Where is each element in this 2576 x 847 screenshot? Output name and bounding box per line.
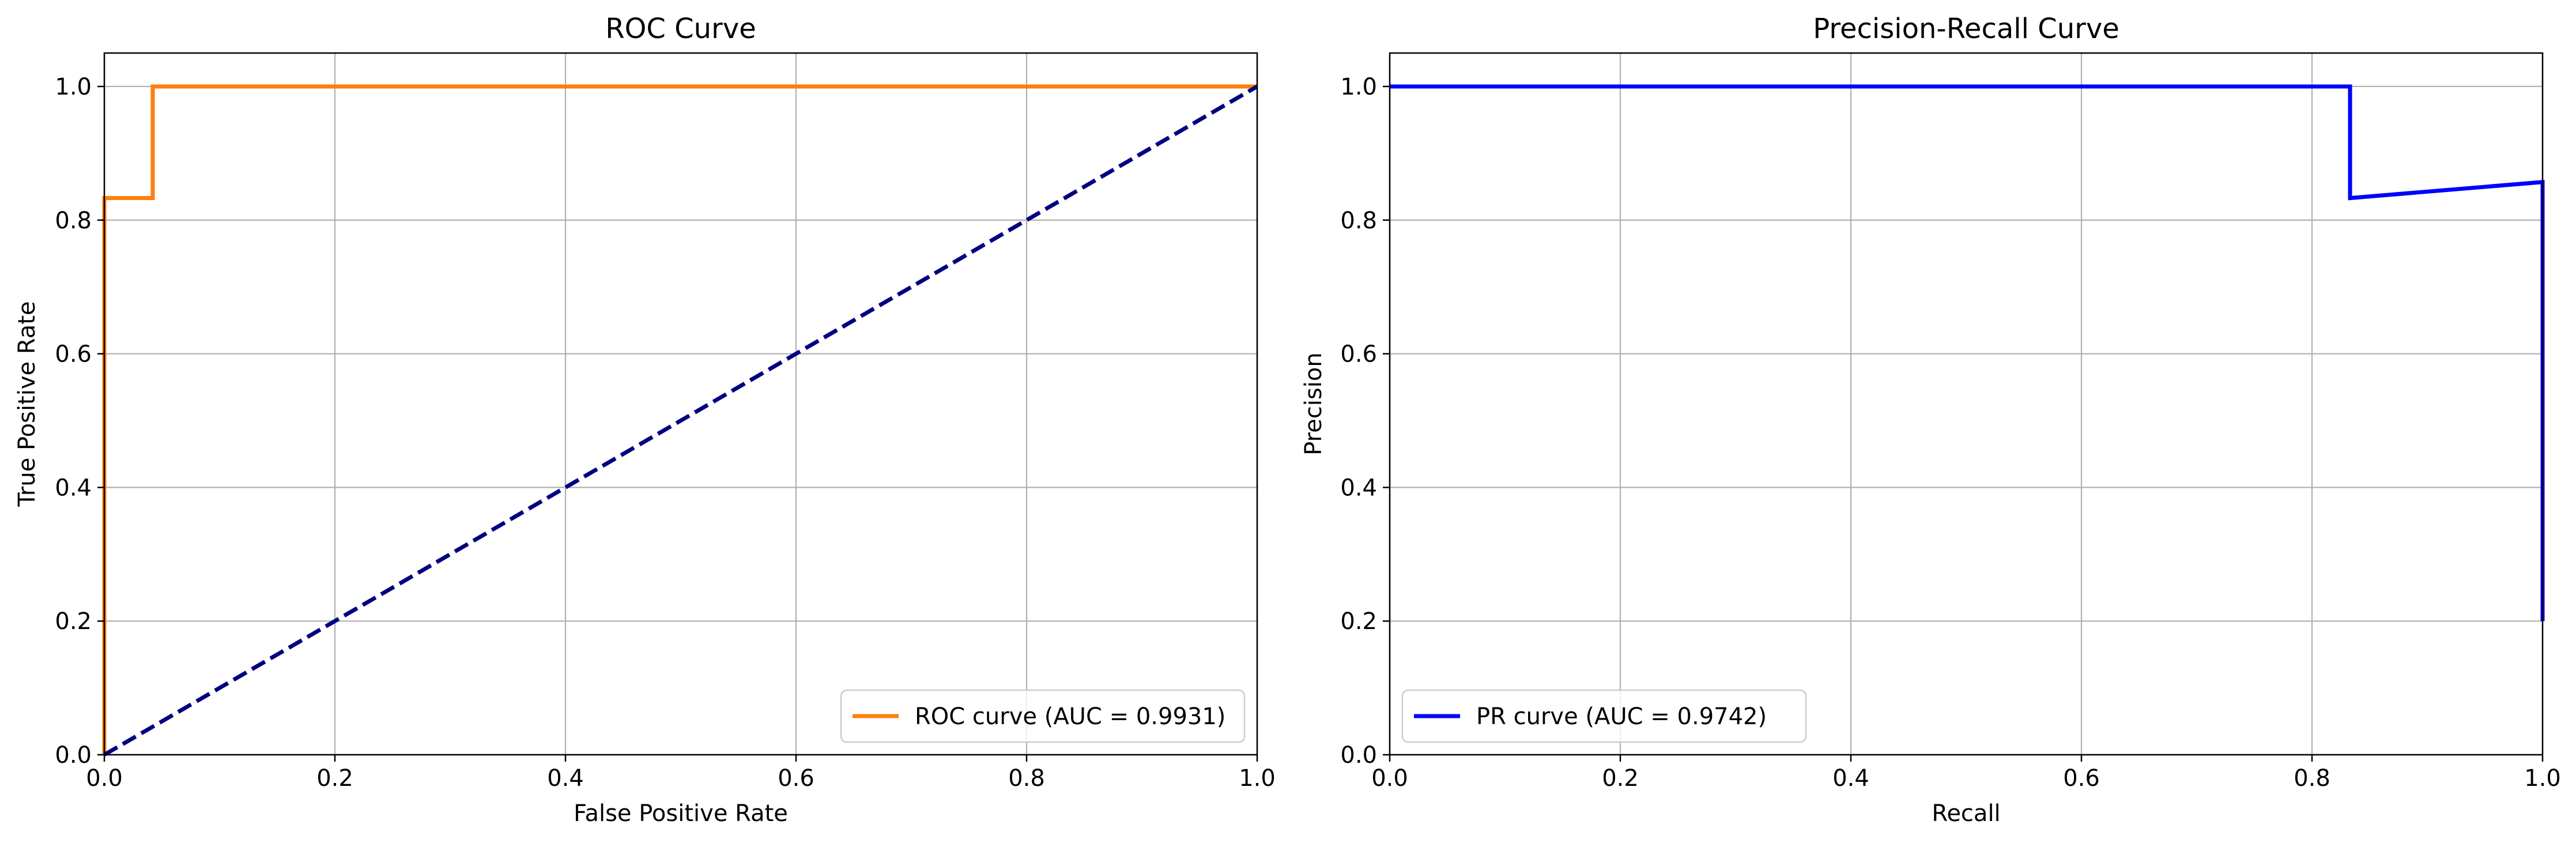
x-axis-label: False Positive Rate: [574, 800, 788, 827]
y-axis-label: Precision: [1300, 352, 1327, 455]
x-tick-label: 0.4: [547, 765, 584, 792]
y-axis-label: True Positive Rate: [14, 301, 40, 507]
y-tick-label: 0.4: [55, 475, 92, 501]
x-tick-label: 0.0: [1371, 765, 1408, 792]
y-tick-label: 0.2: [1340, 608, 1377, 635]
legend: PR curve (AUC = 0.9742): [1401, 689, 1807, 743]
chart-panel-2: 0.0 0.2 0.4 0.6 0.8 1.0 0.0 0.2 0.4 0.6 0.8 1.0 Prec…: [1300, 13, 2561, 827]
x-tick-label: 0.4: [1832, 765, 1869, 792]
x-tick-label: 1.0: [1239, 765, 1276, 792]
x-tick-label: 0.6: [778, 765, 814, 792]
y-tick-label: 0.6: [1340, 341, 1377, 368]
legend-label: ROC curve (AUC = 0.9931): [915, 703, 1225, 730]
x-tick-label: 0.8: [1008, 765, 1045, 792]
y-tick-label: 0.8: [55, 208, 92, 234]
x-tick-label: 0.0: [86, 765, 123, 792]
y-tick-label: 0.0: [55, 742, 92, 769]
y-tick-label: 1.0: [1340, 74, 1377, 100]
x-tick-label: 0.2: [316, 765, 353, 792]
y-tick-label: 0.8: [1340, 208, 1377, 234]
legend-label: PR curve (AUC = 0.9742): [1476, 703, 1767, 730]
y-tick-label: 0.0: [1340, 742, 1377, 769]
legend-box: [1401, 689, 1807, 743]
x-tick-label: 0.6: [2063, 765, 2100, 792]
x-axis-label: Recall: [1932, 800, 2000, 827]
x-tick-label: 1.0: [2524, 765, 2561, 792]
legend-box: [840, 689, 1246, 743]
reference-diagonal-line: [103, 84, 1258, 757]
axes-frame: [1389, 52, 2544, 756]
chart-title: Precision-Recall Curve: [1813, 13, 2119, 45]
x-tick-label: 0.2: [1602, 765, 1639, 792]
y-tick-label: 1.0: [55, 74, 92, 100]
y-tick-label: 0.4: [1340, 475, 1377, 501]
x-tick-label: 0.8: [2294, 765, 2330, 792]
y-tick-label: 0.2: [55, 608, 92, 635]
axes-frame: [103, 52, 1258, 756]
legend: ROC curve (AUC = 0.9931): [840, 689, 1246, 743]
chart-title: ROC Curve: [605, 13, 756, 45]
y-tick-label: 0.6: [55, 341, 92, 368]
chart-panel-1: 0.0 0.2 0.4 0.6 0.8 1.0 0.0 0.2 0.4 0.6 0.8 1.0 ROC …: [14, 13, 1276, 827]
